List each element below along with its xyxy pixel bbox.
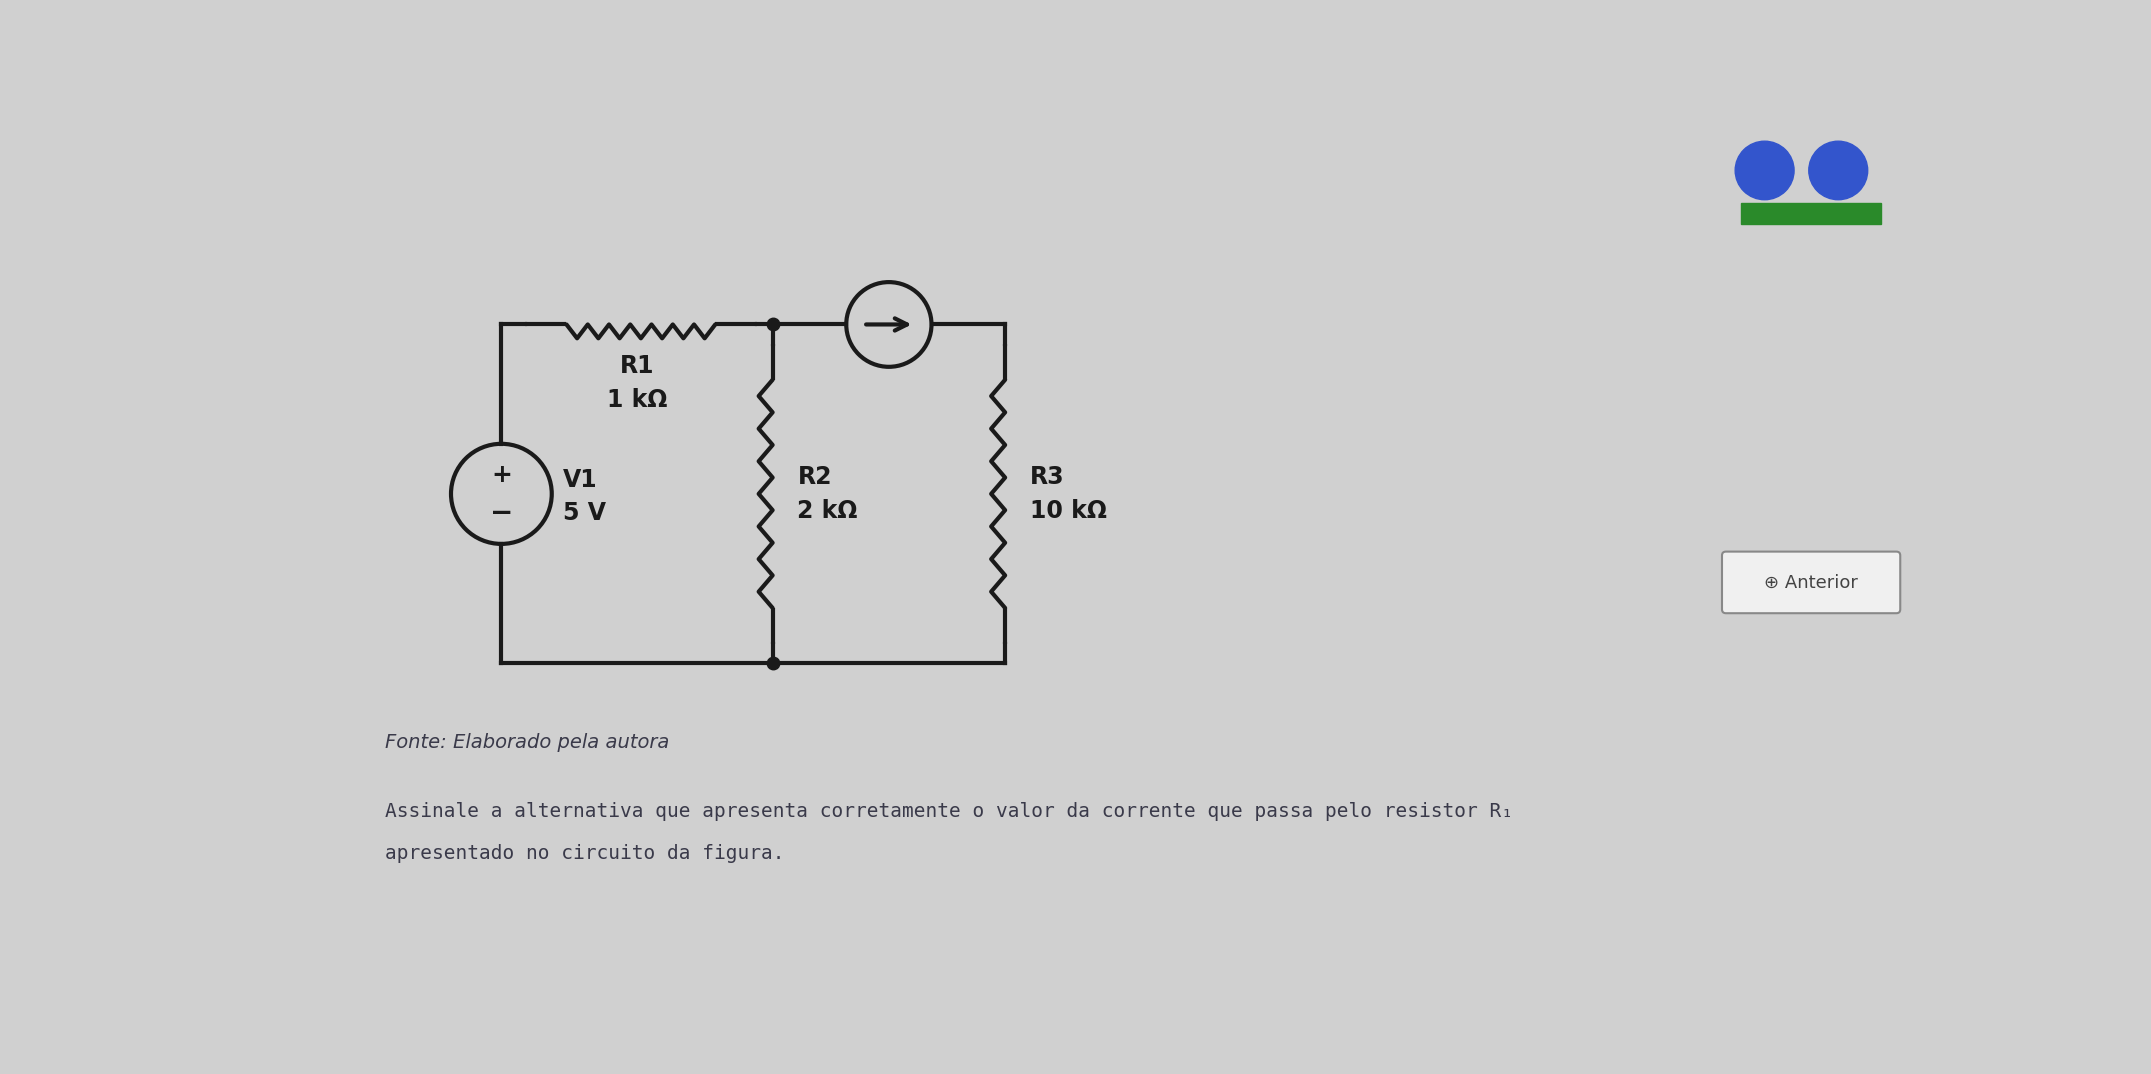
Text: Fonte: Elaborado pela autora: Fonte: Elaborado pela autora — [385, 732, 669, 752]
Text: −: − — [490, 499, 512, 527]
Text: R3: R3 — [1030, 465, 1065, 489]
Text: 2 kΩ: 2 kΩ — [798, 498, 858, 523]
Text: apresentado no circuito da figura.: apresentado no circuito da figura. — [385, 844, 785, 863]
Text: R2: R2 — [798, 465, 832, 489]
Text: 5 V: 5 V — [564, 502, 607, 525]
Text: 1 kΩ: 1 kΩ — [607, 388, 667, 411]
Circle shape — [1809, 141, 1867, 200]
Circle shape — [1736, 141, 1794, 200]
Text: V1: V1 — [564, 468, 598, 492]
Text: +: + — [490, 463, 512, 487]
Text: ⊕ Anterior: ⊕ Anterior — [1764, 574, 1858, 592]
Text: 10 kΩ: 10 kΩ — [1030, 498, 1108, 523]
Text: R1: R1 — [619, 353, 654, 378]
Text: Assinale a alternativa que apresenta corretamente o valor da corrente que passa : Assinale a alternativa que apresenta cor… — [385, 802, 1512, 821]
FancyBboxPatch shape — [1723, 552, 1899, 613]
Bar — [1742, 203, 1880, 224]
